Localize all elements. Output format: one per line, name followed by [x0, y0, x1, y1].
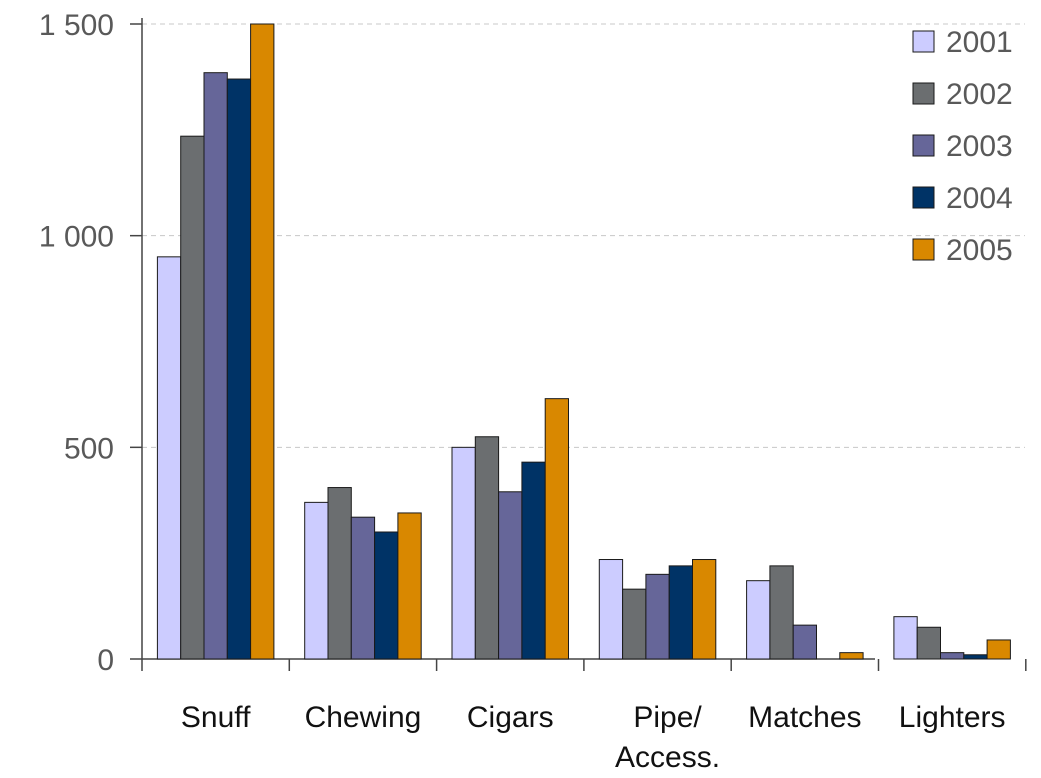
x-category-label: Matches — [748, 701, 861, 734]
legend-swatch-2001 — [912, 30, 935, 53]
y-tick-label: 0 — [97, 644, 114, 677]
legend-label-2004: 2004 — [946, 182, 1013, 215]
bar-2002-4 — [769, 565, 794, 660]
legend-swatch-2005 — [912, 238, 935, 261]
legend-label-2003: 2003 — [946, 130, 1013, 163]
bar-2003-2 — [498, 491, 523, 660]
bar-2001-4 — [746, 580, 771, 660]
y-tick-label: 1 500 — [39, 9, 114, 42]
legend-swatch-2004 — [912, 186, 935, 209]
bar-2003-1 — [350, 516, 376, 660]
legend-label-2002: 2002 — [946, 78, 1013, 111]
bar-2004-2 — [521, 461, 546, 660]
y-tick-label: 500 — [64, 432, 114, 465]
bar-2001-1 — [304, 501, 329, 660]
bar-2002-5 — [916, 626, 942, 660]
bar-2005-4 — [839, 652, 864, 660]
bar-2004-1 — [374, 531, 399, 660]
bar-2005-3 — [692, 559, 717, 660]
x-category-label: Lighters — [899, 701, 1006, 734]
x-category-label: Chewing — [305, 701, 422, 734]
bar-2002-1 — [327, 487, 352, 660]
x-category-label: Pipe/ — [633, 701, 702, 734]
bar-2002-0 — [180, 135, 205, 660]
bar-2003-4 — [792, 624, 818, 660]
bar-2003-5 — [940, 652, 965, 660]
bar-2003-3 — [645, 573, 670, 660]
legend-swatch-2003 — [912, 134, 935, 157]
bar-2005-1 — [397, 512, 422, 660]
bar-2004-5 — [963, 654, 988, 660]
bar-2005-5 — [986, 639, 1011, 660]
bar-2005-0 — [250, 23, 275, 660]
bar-2002-2 — [474, 436, 500, 660]
y-tick-label: 1 000 — [39, 221, 114, 254]
bar-2002-3 — [622, 588, 647, 660]
x-category-label: Snuff — [181, 701, 251, 734]
legend-swatch-2002 — [912, 82, 935, 105]
bar-2005-2 — [544, 398, 570, 660]
bar-2001-3 — [598, 559, 624, 660]
legend-label-2001: 2001 — [946, 26, 1013, 59]
bar-2001-5 — [893, 616, 918, 660]
bar-2001-0 — [156, 256, 182, 660]
x-category-label: Cigars — [467, 701, 554, 734]
bar-2004-3 — [668, 565, 694, 660]
bar-2003-0 — [203, 72, 228, 660]
x-category-label: Access. — [615, 741, 720, 774]
bar-2004-0 — [226, 78, 252, 660]
bar-2001-2 — [451, 446, 476, 660]
legend-label-2005: 2005 — [946, 234, 1013, 267]
